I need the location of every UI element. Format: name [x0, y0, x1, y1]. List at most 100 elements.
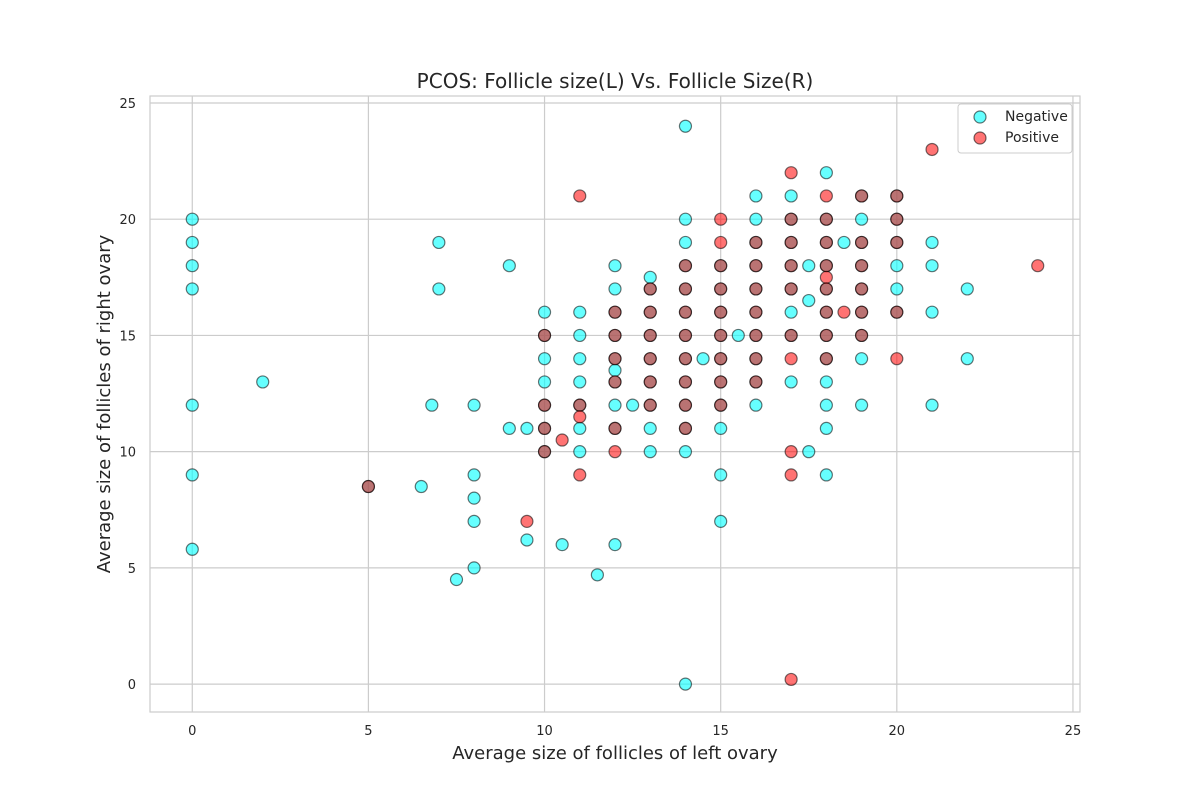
data-point-negative: [608, 398, 622, 412]
data-point-positive: [890, 212, 904, 226]
y-tick-labels: 0 5 10 15 20 25: [119, 97, 136, 693]
data-point-negative: [467, 398, 481, 412]
data-point-positive: [819, 270, 833, 284]
data-point-negative: [678, 677, 693, 691]
data-point-positive: [678, 328, 693, 343]
data-point-positive: [784, 328, 798, 343]
data-point-positive: [749, 352, 763, 366]
data-point-negative: [819, 398, 833, 412]
data-point-negative: [837, 235, 851, 250]
data-point-positive: [819, 235, 833, 250]
data-point-negative: [784, 375, 798, 389]
data-point-positive: [643, 328, 657, 343]
data-point-negative: [608, 259, 622, 273]
y-tick-label: 5: [128, 562, 136, 577]
data-point-positive: [537, 445, 552, 459]
data-point-positive: [854, 282, 869, 296]
data-point-positive: [749, 305, 763, 319]
data-point-negative: [854, 398, 869, 412]
data-point-negative: [678, 119, 693, 133]
data-point-positive: [714, 398, 728, 412]
data-point-negative: [678, 235, 693, 250]
data-point-negative: [960, 282, 974, 296]
data-point-negative: [802, 293, 816, 308]
data-point-negative: [185, 542, 199, 556]
data-point-positive: [854, 328, 869, 343]
data-point-negative: [626, 398, 640, 412]
data-point-positive: [678, 305, 693, 319]
data-point-negative: [925, 235, 939, 250]
data-point-negative: [960, 352, 974, 366]
data-point-negative: [749, 398, 763, 412]
data-point-positive: [643, 375, 657, 389]
data-point-positive: [749, 328, 763, 343]
y-tick-label: 25: [119, 97, 136, 112]
y-axis-label: Average size of follicles of right ovary: [94, 234, 115, 573]
data-point-negative: [414, 479, 428, 494]
data-point-positive: [678, 398, 693, 412]
data-point-negative: [608, 363, 622, 377]
data-point-negative: [678, 445, 693, 459]
data-point-negative: [467, 491, 481, 505]
data-point-negative: [573, 421, 587, 436]
data-point-positive: [890, 189, 904, 203]
data-point-positive: [819, 305, 833, 319]
data-point-positive: [890, 305, 904, 319]
data-point-negative: [643, 445, 657, 459]
legend-label-negative: Negative: [1005, 109, 1068, 125]
data-point-negative: [714, 421, 728, 436]
data-point-negative: [467, 468, 481, 482]
data-point-negative: [467, 561, 481, 575]
data-point-positive: [854, 189, 869, 203]
data-point-negative: [432, 235, 446, 250]
data-point-positive: [890, 352, 904, 366]
data-point-negative: [643, 421, 657, 436]
data-point-positive: [714, 352, 728, 366]
y-tick-label: 10: [119, 446, 136, 461]
data-point-positive: [784, 468, 798, 482]
data-point-positive: [555, 433, 569, 447]
x-tick-label: 25: [1065, 724, 1082, 739]
data-point-positive: [714, 259, 728, 273]
x-tick-label: 15: [712, 724, 729, 739]
data-point-positive: [608, 328, 622, 343]
data-point-negative: [784, 305, 798, 319]
data-point-negative: [449, 572, 464, 587]
data-point-positive: [784, 259, 798, 273]
data-point-negative: [819, 421, 833, 436]
data-point-positive: [608, 421, 622, 436]
data-point-positive: [925, 142, 939, 157]
data-point-negative: [185, 398, 199, 412]
data-point-negative: [537, 305, 552, 319]
data-point-positive: [819, 282, 833, 296]
data-point-positive: [714, 328, 728, 343]
data-point-negative: [590, 568, 604, 582]
data-point-negative: [573, 305, 587, 319]
data-point-positive: [678, 259, 693, 273]
data-point-negative: [520, 533, 534, 547]
data-point-positive: [573, 410, 587, 424]
data-point-positive: [573, 189, 587, 203]
data-point-positive: [784, 212, 798, 226]
data-point-negative: [890, 259, 904, 273]
data-point-negative: [678, 212, 693, 226]
data-point-positive: [678, 375, 693, 389]
data-point-negative: [819, 375, 833, 389]
data-point-negative: [520, 421, 534, 436]
data-point-negative: [467, 514, 481, 528]
data-point-negative: [185, 212, 199, 226]
data-point-negative: [573, 375, 587, 389]
legend-marker-positive: [973, 131, 987, 145]
data-point-positive: [819, 189, 833, 203]
data-point-positive: [819, 212, 833, 226]
data-point-negative: [925, 259, 939, 273]
data-point-negative: [502, 259, 516, 273]
data-point-negative: [802, 445, 816, 459]
data-point-negative: [537, 352, 552, 366]
data-point-negative: [802, 259, 816, 273]
data-point-positive: [537, 398, 552, 412]
chart-title: PCOS: Follicle size(L) Vs. Follicle Size…: [417, 69, 814, 93]
data-point-negative: [185, 259, 199, 273]
data-point-positive: [819, 328, 833, 343]
x-tick-label: 5: [364, 724, 372, 739]
